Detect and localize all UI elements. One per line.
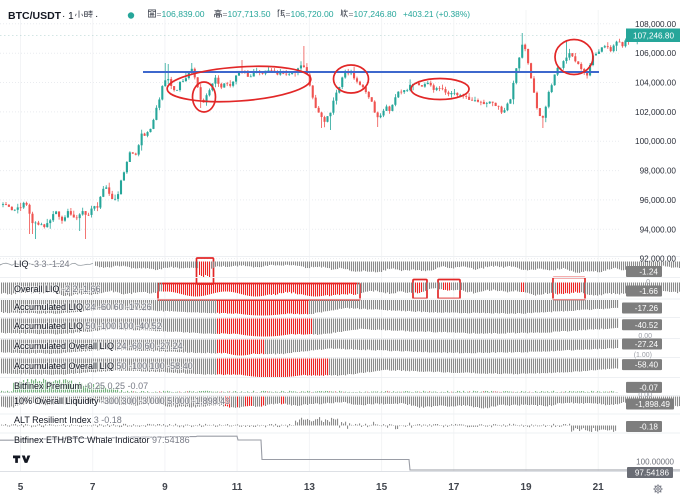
svg-text:97.54186: 97.54186 [635,469,670,478]
svg-text:-27.24: -27.24 [635,340,659,349]
svg-text:0.00: 0.00 [638,392,652,399]
svg-text:Bitfinex ETH/BTC Whale Indicat: Bitfinex ETH/BTC Whale Indicator 97.5418… [14,435,190,445]
svg-text:·: · [95,11,98,22]
svg-text:100.00000: 100.00000 [636,458,674,467]
svg-text:102,000.00: 102,000.00 [635,108,676,117]
svg-text:Accumulated Overall LIQ 24 -60: Accumulated Overall LIQ 24 -60 60 -27.24 [14,341,183,351]
svg-text:BTC/USDT: BTC/USDT [8,10,62,22]
svg-text:107,246.80: 107,246.80 [354,9,397,19]
svg-text:+403.21 (+0.38%): +403.21 (+0.38%) [403,9,470,19]
svg-text:7: 7 [90,482,96,493]
svg-text:-0.18: -0.18 [639,423,658,432]
svg-text:10% Overall Liquidity -300 300: 10% Overall Liquidity -300 300 -3,000 5,… [14,396,230,406]
svg-text:Bitfinex Premium -0.25 0.25 -: Bitfinex Premium -0.25 0.25 -0.07 [14,381,148,391]
svg-text:106,000.00: 106,000.00 [635,49,676,58]
svg-text:(1.00): (1.00) [634,352,652,359]
svg-text:104,000.00: 104,000.00 [635,79,676,88]
svg-text:13: 13 [304,482,316,493]
svg-text:98,000.00: 98,000.00 [640,167,677,176]
svg-text:9: 9 [162,482,168,493]
svg-text:ALT Resilient Index 3 -0.18: ALT Resilient Index 3 -0.18 [14,415,122,425]
svg-text:94,000.00: 94,000.00 [640,225,677,234]
svg-text:108,000.00: 108,000.00 [635,20,676,29]
svg-text:Accumulated LIQ 50 -100 100 -: Accumulated LIQ 50 -100 100 -40.52 [14,321,162,331]
svg-text:Accumulated Overall LIQ 50 -10: Accumulated Overall LIQ 50 -100 100 -58.… [14,361,193,371]
svg-text:· 1: · 1 [62,11,74,22]
svg-text:-17.26: -17.26 [635,304,659,313]
svg-text:-58.40: -58.40 [635,361,659,370]
svg-text:92,000.00: 92,000.00 [640,255,677,264]
svg-text:0.00: 0.00 [638,333,652,340]
svg-text:0: 0 [646,279,650,286]
svg-text:15: 15 [376,482,388,493]
svg-text:5: 5 [18,482,24,493]
svg-text:107,713.50: 107,713.50 [228,9,271,19]
svg-text:107,246.80: 107,246.80 [633,32,674,41]
svg-text:21: 21 [593,482,605,493]
svg-text:-1.24: -1.24 [639,268,658,277]
svg-text:Overall LIQ -2 2 -1.66: Overall LIQ -2 2 -1.66 [14,284,101,294]
svg-text:100,000.00: 100,000.00 [635,137,676,146]
svg-text:-1.66: -1.66 [639,287,658,296]
svg-text:106,720.00: 106,720.00 [291,9,334,19]
svg-text:106,839.00: 106,839.00 [162,9,205,19]
svg-text:96,000.00: 96,000.00 [640,196,677,205]
svg-text:11: 11 [232,482,243,493]
svg-text:LIQ -3 3 -1.24: LIQ -3 3 -1.24 [14,259,70,269]
svg-text:-1,898.49: -1,898.49 [635,400,670,409]
svg-text:19: 19 [520,482,532,493]
svg-text:Accumulated LIQ 24 -60 60 -17: Accumulated LIQ 24 -60 60 -17.26 [14,302,152,312]
svg-text:-40.52: -40.52 [635,321,659,330]
svg-text:17: 17 [448,482,460,493]
